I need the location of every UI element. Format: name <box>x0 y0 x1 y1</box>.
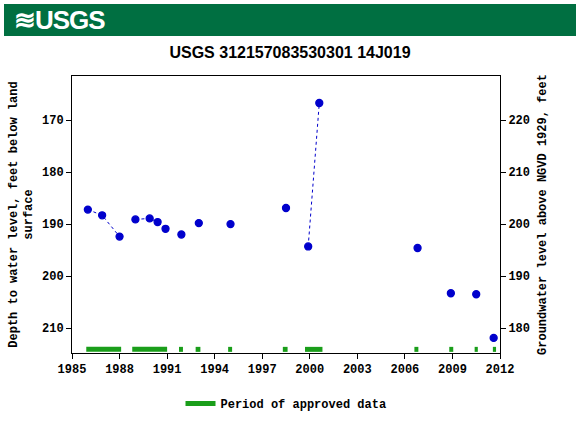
html-text:≋USGS: ≋USGS <box>14 5 105 35</box>
svg-text:2009: 2009 <box>438 363 467 377</box>
svg-text:2006: 2006 <box>390 363 419 377</box>
svg-text:2000: 2000 <box>295 363 324 377</box>
svg-text:2003: 2003 <box>343 363 372 377</box>
svg-text:1988: 1988 <box>105 363 134 377</box>
svg-text:2012: 2012 <box>486 363 515 377</box>
svg-text:USGS 312157083530301 14J019: USGS 312157083530301 14J019 <box>169 44 410 61</box>
svg-text:1994: 1994 <box>200 363 229 377</box>
svg-text:Depth to water level, feet bel: Depth to water level, feet below landsur… <box>7 81 37 347</box>
svg-text:210: 210 <box>42 322 64 336</box>
svg-text:1997: 1997 <box>248 363 277 377</box>
svg-text:1991: 1991 <box>153 363 182 377</box>
svg-text:200: 200 <box>508 218 530 232</box>
svg-text:Groundwater level above NGVD 1: Groundwater level above NGVD 1929, feet <box>536 74 550 355</box>
svg-text:200: 200 <box>42 270 64 284</box>
svg-text:190: 190 <box>42 218 64 232</box>
svg-text:190: 190 <box>508 270 530 284</box>
svg-text:Period of approved data: Period of approved data <box>221 398 387 412</box>
svg-text:170: 170 <box>42 114 64 128</box>
svg-text:180: 180 <box>508 322 530 336</box>
svg-text:1985: 1985 <box>58 363 87 377</box>
svg-text:220: 220 <box>508 114 530 128</box>
svg-text:180: 180 <box>42 166 64 180</box>
svg-text:210: 210 <box>508 166 530 180</box>
